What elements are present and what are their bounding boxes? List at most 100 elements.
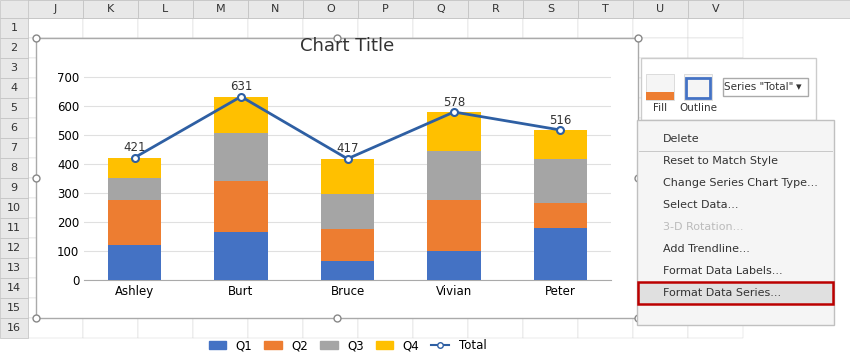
Bar (428, 251, 480, 280)
Bar (83, 78, 138, 98)
Bar (321, 229, 374, 261)
Bar (214, 133, 268, 181)
Bar (523, 178, 578, 198)
Bar (358, 0, 413, 18)
Bar (534, 130, 587, 159)
Bar (83, 138, 138, 158)
Bar (248, 278, 303, 298)
Bar (303, 58, 358, 78)
Bar (28, 178, 83, 198)
Bar (578, 218, 633, 238)
Bar (83, 258, 138, 278)
Bar (578, 38, 633, 58)
Bar (248, 238, 303, 258)
Bar (578, 298, 633, 318)
Bar (468, 138, 523, 158)
Bar (523, 38, 578, 58)
Text: N: N (271, 4, 280, 14)
Bar (83, 118, 138, 138)
Text: 578: 578 (443, 95, 465, 109)
Bar (413, 38, 468, 58)
Text: 15: 15 (7, 303, 21, 313)
Text: 14: 14 (7, 283, 21, 293)
Bar (248, 58, 303, 78)
Bar (413, 0, 468, 18)
Bar (28, 138, 83, 158)
Bar (637, 120, 834, 325)
Text: ▾: ▾ (796, 82, 802, 92)
Bar (248, 38, 303, 58)
Text: 8: 8 (10, 163, 18, 173)
Text: 5: 5 (10, 103, 18, 113)
Bar (523, 158, 578, 178)
Bar (0, 38, 28, 58)
Bar (0, 78, 28, 98)
Bar (523, 318, 578, 338)
Bar (83, 238, 138, 258)
Bar (193, 298, 248, 318)
Bar (413, 158, 468, 178)
Text: 10: 10 (7, 203, 21, 213)
Bar (193, 178, 248, 198)
Bar (28, 238, 83, 258)
Bar (28, 298, 83, 318)
Bar (28, 18, 83, 38)
Bar (321, 159, 374, 194)
Bar (578, 58, 633, 78)
Bar (688, 258, 743, 278)
Bar (523, 98, 578, 118)
Bar (358, 78, 413, 98)
Bar (28, 118, 83, 138)
Text: Format Data Series...: Format Data Series... (663, 288, 781, 298)
Bar (358, 98, 413, 118)
Bar (303, 118, 358, 138)
Bar (358, 58, 413, 78)
Text: 9: 9 (10, 183, 18, 193)
Bar (248, 198, 303, 218)
Bar (303, 218, 358, 238)
Bar (723, 78, 808, 96)
Bar (0, 18, 28, 38)
Text: 12: 12 (7, 243, 21, 253)
Bar (413, 198, 468, 218)
Text: 327: 327 (654, 128, 672, 138)
Text: V: V (711, 4, 719, 14)
Bar (523, 138, 578, 158)
Bar (303, 278, 358, 298)
Bar (468, 178, 523, 198)
Bar (633, 98, 688, 118)
Text: Q: Q (436, 4, 445, 14)
Bar (633, 258, 688, 278)
Bar (633, 278, 688, 298)
Text: Delete: Delete (663, 134, 700, 144)
Bar (248, 218, 303, 238)
Bar (534, 228, 587, 280)
Bar (28, 58, 83, 78)
Bar (303, 18, 358, 38)
Bar (534, 159, 587, 203)
Bar (523, 0, 578, 18)
Bar (28, 318, 83, 338)
Bar (83, 18, 138, 38)
Bar (108, 158, 162, 178)
Bar (633, 38, 688, 58)
Text: O: O (326, 4, 335, 14)
Bar (413, 18, 468, 38)
Text: Outline: Outline (679, 103, 717, 113)
Text: 421: 421 (123, 141, 146, 154)
Text: 11: 11 (7, 223, 21, 233)
Bar (193, 318, 248, 338)
Bar (688, 18, 743, 38)
Bar (108, 200, 162, 245)
Bar (413, 258, 468, 278)
Bar (0, 258, 28, 278)
Bar (83, 158, 138, 178)
Bar (688, 298, 743, 318)
Bar (138, 318, 193, 338)
Bar (468, 38, 523, 58)
Bar (0, 238, 28, 258)
Bar (638, 282, 833, 304)
Text: 2: 2 (10, 43, 18, 53)
Bar (0, 298, 28, 318)
Bar (83, 0, 138, 18)
